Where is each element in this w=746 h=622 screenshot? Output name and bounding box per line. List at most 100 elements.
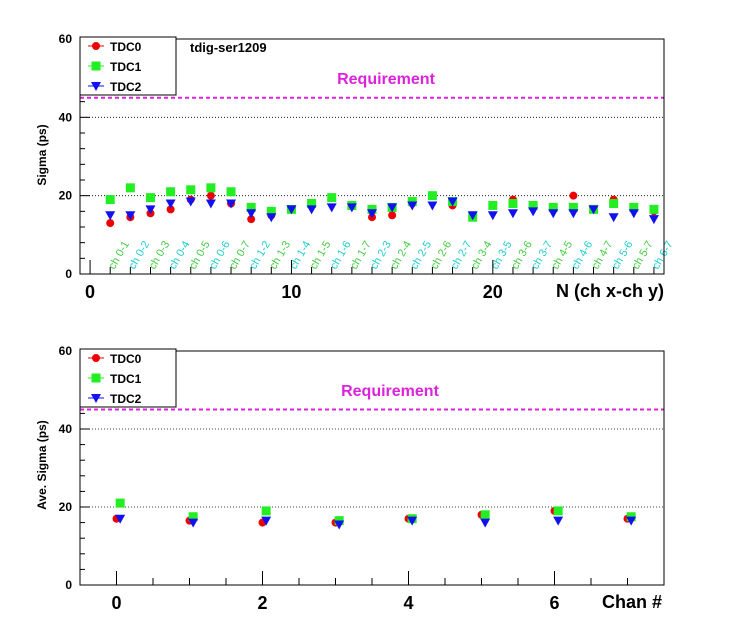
top-tdc2-point xyxy=(628,209,639,219)
top-tdc2-point xyxy=(165,199,176,209)
bottom-x-tick-label: 6 xyxy=(549,593,559,613)
top-tdc1-point xyxy=(649,204,659,214)
top-tdc1-point xyxy=(609,199,619,208)
top-tdc1-point xyxy=(629,202,639,212)
bottom-tdc2-point xyxy=(261,516,272,526)
top-tdc1-point xyxy=(568,202,578,212)
top-tdc0-point xyxy=(166,205,175,214)
top-tdc1-point xyxy=(186,185,196,195)
top-tdc0-point xyxy=(206,191,215,200)
bottom-legend-label: TDC1 xyxy=(110,372,142,386)
top-tdc2-point xyxy=(387,203,398,213)
top-tdc2-point xyxy=(105,211,116,221)
top-tdc2-point xyxy=(346,203,357,213)
top-tdc2-point xyxy=(286,205,297,215)
bottom-tdc2-point xyxy=(553,516,564,526)
top-legend-label: TDC0 xyxy=(110,40,142,54)
top-tdc1-point xyxy=(266,206,276,216)
top-tdc2-point xyxy=(507,209,518,219)
bottom-legend-label: TDC2 xyxy=(110,392,142,406)
top-tdc0-point xyxy=(106,219,115,228)
bottom-y-tick-label: 60 xyxy=(59,344,73,358)
bottom-tdc2-point xyxy=(334,520,345,530)
bottom-y-tick-label: 0 xyxy=(65,578,72,592)
top-tdc1-point xyxy=(528,200,538,210)
top-tdc1-point xyxy=(206,183,216,193)
bottom-tdc2-point xyxy=(626,516,637,526)
top-panel: Requirement tdig-ser1209 ch 0-1ch 0-2ch … xyxy=(35,32,676,302)
top-x-axis-title: N (ch x-ch y) xyxy=(556,281,664,301)
bottom-x-tick-label: 2 xyxy=(257,593,267,613)
top-tdc2-point xyxy=(487,211,498,221)
top-tdc2-point xyxy=(326,203,337,213)
top-tdc2-point xyxy=(548,209,559,219)
top-y-ticks: 0 20 40 60 xyxy=(59,32,90,281)
top-data-marks xyxy=(105,183,659,228)
bottom-y-tick-label: 20 xyxy=(59,500,73,514)
bottom-requirement-label: Requirement xyxy=(341,383,439,400)
bottom-legend-marker-tdc0 xyxy=(92,354,100,362)
top-legend-marker-tdc1 xyxy=(91,61,101,71)
top-tdc2-point xyxy=(608,213,619,223)
top-legend: TDC0 TDC1 TDC2 xyxy=(79,36,177,96)
bottom-legend-marker-tdc1 xyxy=(91,373,101,383)
bottom-tdc2-point xyxy=(115,514,126,524)
top-tdc2-point xyxy=(306,205,317,215)
top-tdc2-point xyxy=(588,205,599,215)
bottom-data-marks xyxy=(112,498,637,530)
top-y-tick-label: 20 xyxy=(59,189,73,203)
top-category-label: ch 6-7 xyxy=(650,239,676,271)
bottom-tdc1-point xyxy=(261,506,271,516)
bottom-tdc2-point xyxy=(480,518,491,528)
top-tdc1-point xyxy=(145,193,155,203)
bottom-legend: TDC0 TDC1 TDC2 xyxy=(79,348,177,408)
bottom-legend-marker-tdc2 xyxy=(91,394,101,403)
top-tdc1-point xyxy=(125,183,135,193)
bottom-y-tick-label: 40 xyxy=(59,422,73,436)
bottom-tdc2-point xyxy=(407,516,418,526)
bottom-panel: Requirement 0 20 40 60 0 2 4 6 Ave. Sigma (ps)… xyxy=(35,344,665,613)
bottom-x-ticks: 0 2 4 6 xyxy=(79,571,665,613)
top-tdc1-point xyxy=(166,187,176,197)
top-tdc1-point xyxy=(307,199,317,208)
bottom-x-tick-label: 4 xyxy=(403,593,413,613)
top-tdc1-point xyxy=(427,191,437,201)
top-tdc1-point xyxy=(105,195,115,205)
top-tdc2-point xyxy=(528,207,539,217)
top-tdc1-point xyxy=(327,193,337,203)
bottom-tdc1-point xyxy=(553,506,563,516)
top-tdc1-point xyxy=(548,202,558,212)
top-tdc2-point xyxy=(246,209,257,219)
top-y-axis-title: Sigma (ps) xyxy=(35,124,49,185)
top-category-labels: ch 0-1ch 0-2ch 0-3ch 0-4ch 0-5ch 0-6ch 0… xyxy=(106,239,675,271)
top-legend-label: TDC2 xyxy=(110,80,142,94)
top-y-tick-label: 40 xyxy=(59,110,73,124)
top-tdc1-point xyxy=(508,199,518,208)
top-tdc0-point xyxy=(247,215,256,224)
top-tdc2-point xyxy=(407,201,418,211)
top-chart-annotation: tdig-ser1209 xyxy=(190,40,267,55)
top-tdc0-point xyxy=(388,211,397,220)
top-tdc2-point xyxy=(266,213,277,223)
top-legend-marker-tdc2 xyxy=(91,82,101,91)
bottom-tdc1-point xyxy=(188,512,198,522)
bottom-y-ticks: 0 20 40 60 xyxy=(59,344,90,592)
top-legend-marker-tdc0 xyxy=(92,42,100,50)
top-x-ticks: 0 10 20 xyxy=(85,260,655,302)
top-tdc2-point xyxy=(226,199,237,209)
top-x-tick-label: 0 xyxy=(85,282,95,302)
top-tdc2-point xyxy=(568,209,579,219)
top-legend-label: TDC1 xyxy=(110,60,142,74)
bottom-tdc1-point xyxy=(115,498,125,508)
top-tdc2-point xyxy=(367,209,377,219)
top-x-tick-label: 20 xyxy=(483,282,503,302)
bottom-tdc1-point xyxy=(480,510,490,520)
bottom-tdc2-point xyxy=(188,518,199,528)
top-tdc2-point xyxy=(447,197,458,207)
top-tdc2-point xyxy=(648,215,659,225)
top-y-tick-label: 60 xyxy=(59,32,73,46)
top-tdc2-point xyxy=(205,199,216,209)
top-y-tick-label: 0 xyxy=(65,267,72,281)
bottom-y-axis-title: Ave. Sigma (ps) xyxy=(35,420,49,510)
